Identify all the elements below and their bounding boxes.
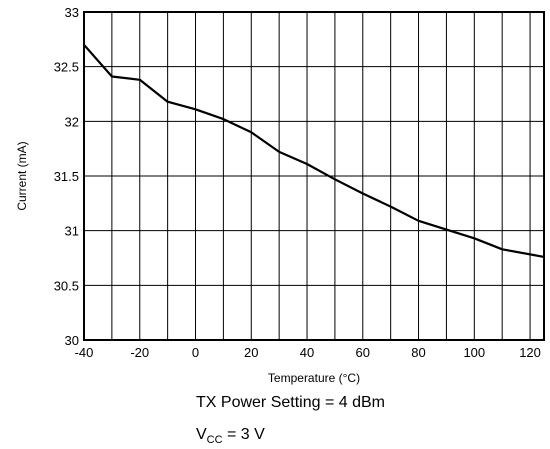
vcc-symbol: V <box>196 426 207 443</box>
series <box>83 44 545 258</box>
y-axis-label: Current (mA) <box>15 141 29 210</box>
y-tick-label: 31.5 <box>54 169 79 184</box>
tick-labels: -40 -20 0 20 40 60 80 100 120 30 30.5 31 31.5 32 32.5 3… <box>54 5 541 360</box>
x-tick-label: 60 <box>356 345 370 360</box>
plot-frame <box>83 11 545 341</box>
x-tick-label: 80 <box>411 345 425 360</box>
tx-power-note: TX Power Setting = 4 dBm <box>196 394 385 412</box>
x-tick-label: 100 <box>463 345 485 360</box>
grid <box>84 12 544 340</box>
vcc-value: = 3 V <box>222 426 265 443</box>
x-tick-label: -40 <box>75 345 94 360</box>
y-tick-label: 31 <box>65 224 79 239</box>
x-tick-label: 0 <box>192 345 199 360</box>
x-tick-label: 120 <box>519 345 541 360</box>
vcc-note: VCC = 3 V <box>196 426 265 446</box>
y-tick-label: 30.5 <box>54 278 79 293</box>
x-tick-label: 20 <box>244 345 258 360</box>
x-axis-label: Temperature (°C) <box>268 371 360 385</box>
y-tick-label: 32 <box>65 114 79 129</box>
tx-power-text: TX Power Setting = 4 dBm <box>196 394 385 411</box>
current-series-line <box>83 44 545 258</box>
y-tick-label: 33 <box>65 5 79 20</box>
y-tick-label: 30 <box>65 333 79 348</box>
y-tick-label: 32.5 <box>54 60 79 75</box>
x-tick-label: 40 <box>300 345 314 360</box>
x-tick-label: -20 <box>130 345 149 360</box>
vcc-subscript: CC <box>206 434 223 447</box>
